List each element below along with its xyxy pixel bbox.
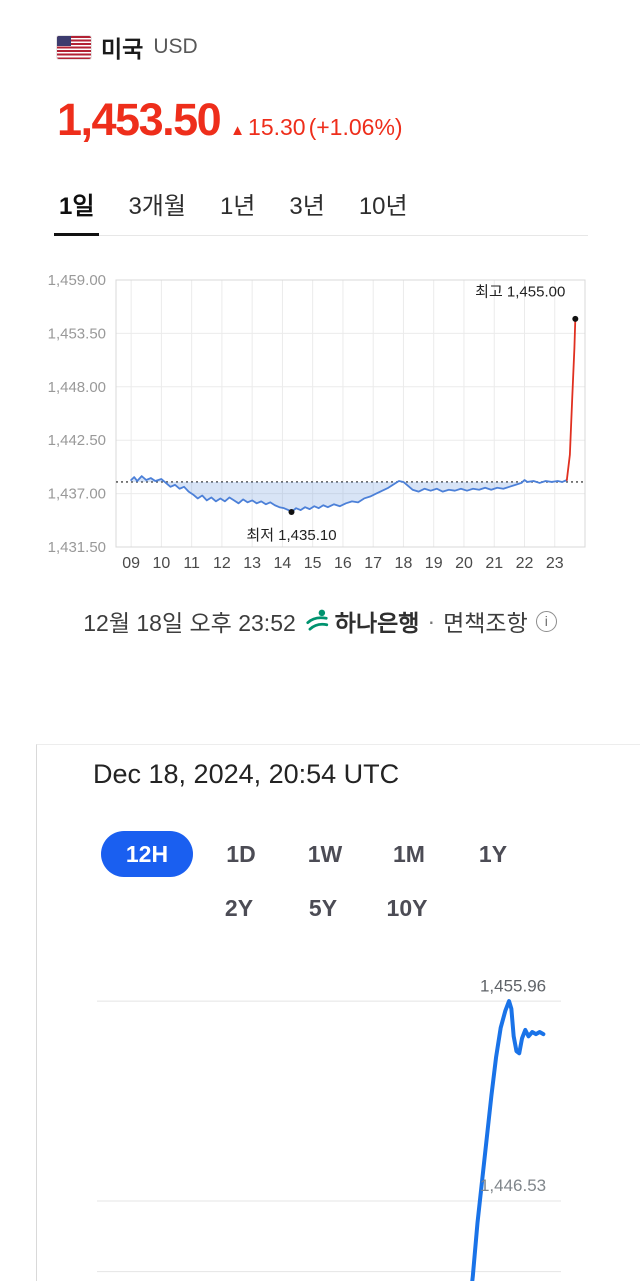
price-row: 1,453.50 ▲ 15.30 (+1.06%): [57, 94, 403, 146]
range-selector-row-1: 12H 1D 1W 1M 1Y: [101, 831, 523, 877]
svg-text:19: 19: [425, 555, 443, 572]
range-1y-button[interactable]: 1Y: [478, 840, 508, 867]
range-2y-button[interactable]: 2Y: [224, 894, 254, 921]
range-1w-button[interactable]: 1W: [307, 840, 343, 867]
period-tabs: 1일 3개월 1년 3년 10년: [53, 186, 588, 236]
up-arrow-icon: ▲: [230, 122, 246, 139]
utc-chart-card: Dec 18, 2024, 20:54 UTC 12H 1D 1W 1M 1Y …: [36, 744, 640, 1281]
svg-text:09: 09: [122, 555, 140, 572]
disclaimer-link[interactable]: 면책조항: [443, 610, 528, 636]
svg-text:1,437.00: 1,437.00: [48, 486, 106, 503]
us-flag-icon: [57, 35, 91, 59]
range-1d-button[interactable]: 1D: [226, 840, 256, 867]
svg-text:11: 11: [183, 555, 200, 572]
svg-text:1,448.00: 1,448.00: [48, 379, 106, 396]
current-price: 1,453.50: [57, 94, 222, 145]
separator-dot: ·: [427, 607, 436, 634]
svg-text:10: 10: [152, 555, 170, 572]
change-percent: (+1.06%): [308, 114, 403, 140]
svg-text:최저 1,435.10: 최저 1,435.10: [246, 527, 336, 544]
info-icon[interactable]: i: [535, 610, 557, 632]
flag-canton: [57, 35, 71, 46]
svg-text:12: 12: [213, 555, 231, 572]
svg-text:13: 13: [243, 555, 261, 572]
intraday-chart[interactable]: 1,459.00 1,453.50 1,448.00 1,442.50 1,437.00…: [0, 255, 640, 600]
svg-text:15: 15: [304, 555, 322, 572]
price-change: ▲ 15.30 (+1.06%): [230, 114, 402, 141]
hana-bank-logo-icon: [306, 609, 328, 631]
bank-name: 하나은행: [334, 610, 420, 636]
tab-3months[interactable]: 3개월: [128, 193, 186, 220]
svg-text:1,431.50: 1,431.50: [48, 539, 106, 556]
svg-text:17: 17: [364, 555, 382, 572]
change-value: 15.30: [248, 114, 306, 140]
svg-text:최고 1,455.00: 최고 1,455.00: [475, 284, 565, 301]
range-selector-row-2: 2Y 5Y 10Y: [101, 885, 437, 931]
svg-text:1,453.50: 1,453.50: [48, 325, 106, 342]
range-1m-button[interactable]: 1M: [393, 840, 425, 867]
country-label: 미국: [101, 36, 144, 62]
range-5y-button[interactable]: 5Y: [308, 894, 338, 921]
twelve-hour-chart[interactable]: 1,455.96 1,446.53: [37, 941, 640, 1281]
svg-text:1,455.96: 1,455.96: [480, 977, 546, 996]
tab-1year[interactable]: 1년: [219, 193, 256, 220]
range-10y-button[interactable]: 10Y: [386, 894, 428, 921]
svg-text:16: 16: [334, 555, 352, 572]
quote-footer: 12월 18일 오후 23:52 하나은행 · 면책조항 i: [0, 604, 640, 638]
tab-10years[interactable]: 10년: [358, 193, 408, 220]
tab-1day[interactable]: 1일: [53, 186, 100, 236]
chart-timestamp-title: Dec 18, 2024, 20:54 UTC: [93, 759, 400, 789]
bank-credit: 하나은행: [304, 604, 420, 638]
svg-text:20: 20: [455, 555, 473, 572]
svg-text:18: 18: [395, 555, 413, 572]
svg-text:1,442.50: 1,442.50: [48, 432, 106, 449]
currency-code-label: USD: [153, 35, 198, 58]
svg-text:1,446.53: 1,446.53: [480, 1176, 546, 1195]
quote-datetime: 12월 18일 오후 23:52: [83, 610, 296, 636]
quote-header: 미국 USD: [57, 30, 198, 64]
tab-3years[interactable]: 3년: [289, 193, 325, 220]
svg-text:23: 23: [546, 555, 564, 572]
svg-text:22: 22: [516, 555, 534, 572]
svg-text:21: 21: [485, 555, 503, 572]
range-12h-button[interactable]: 12H: [101, 831, 193, 877]
svg-text:1,459.00: 1,459.00: [48, 272, 106, 289]
svg-text:14: 14: [274, 555, 292, 572]
